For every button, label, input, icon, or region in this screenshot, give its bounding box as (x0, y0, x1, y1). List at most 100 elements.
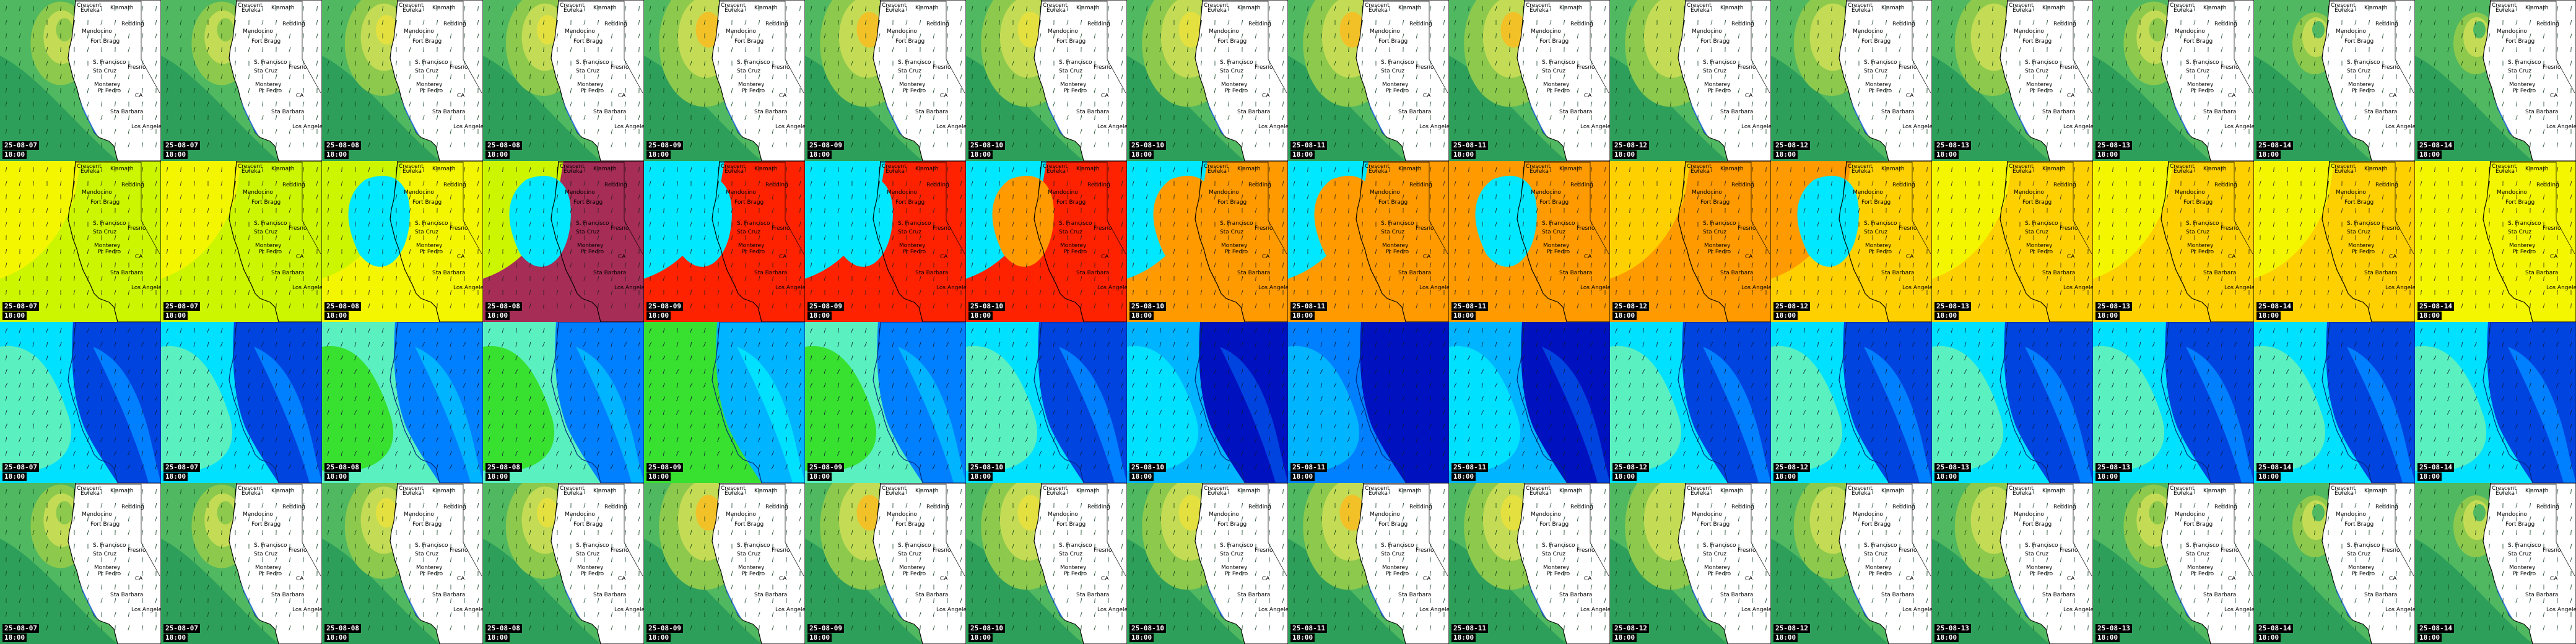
wind-arrow (1495, 263, 1497, 268)
wind-arrow (1214, 88, 1216, 93)
temperature-map-frame: Crescent Eureka Klamath Mendocino Redding For… (966, 161, 1127, 322)
wind-arrow (1294, 128, 1295, 134)
wind-arrow (837, 290, 840, 295)
wind-arrow (2273, 276, 2275, 281)
wind-arrow (194, 60, 195, 66)
city-label: Pt Pedro (1708, 249, 1731, 255)
city-label: CA (1101, 254, 1109, 260)
wind-arrow (2543, 47, 2545, 52)
wind-arrow (1025, 61, 1028, 66)
wind-arrow (2152, 61, 2155, 66)
wind-arrow (1227, 276, 1230, 281)
field-peak (856, 12, 882, 48)
city-label: Redding (2053, 21, 2076, 27)
wind-arrow (248, 74, 250, 80)
wind-arrow (2300, 128, 2302, 134)
wind-arrow (2152, 276, 2155, 281)
wind-arrow (1710, 167, 1713, 172)
wind-arrow (450, 47, 452, 52)
wind-arrow (837, 33, 840, 38)
wind-arrow (261, 6, 264, 11)
wind-arrow (2073, 167, 2076, 172)
state-border (2330, 1, 2414, 94)
wind-arrow (341, 20, 343, 25)
wind-arrow (1495, 33, 1497, 39)
wind-arrow (2074, 128, 2075, 134)
wind-arrow (744, 181, 747, 186)
wind-arrow (1656, 102, 1658, 107)
wind-arrow (583, 20, 586, 25)
wind-arrow (1080, 276, 1082, 281)
wind-arrow (261, 303, 264, 308)
wind-arrow (1495, 167, 1497, 172)
city-label: CA (457, 93, 465, 99)
city-label: Sta Barbara (2364, 270, 2398, 276)
wind-arrow (851, 33, 853, 39)
wind-arrow (436, 129, 438, 134)
city-label: Crescent (721, 2, 746, 9)
wind-arrow (248, 115, 250, 121)
wind-arrow (515, 88, 518, 93)
wind-arrow (2556, 142, 2559, 147)
wind-arrow (1159, 129, 1162, 134)
city-label: Fort Bragg (1539, 38, 1569, 45)
wind-arrow (2180, 142, 2182, 147)
wind-arrow (1817, 47, 1819, 52)
city-label: Sta Cruz (1542, 229, 1566, 235)
wind-arrow (488, 6, 490, 11)
city-label: CA (1423, 93, 1431, 99)
city-label: Sta Barbara (754, 109, 788, 115)
wind-arrow (1803, 129, 1806, 134)
wind-arrow (368, 6, 370, 11)
wind-arrow (395, 74, 398, 79)
wind-arrow (1776, 263, 1778, 268)
wind-arrow (2234, 102, 2237, 107)
wind-arrow (1926, 115, 1928, 120)
wind-arrow (1926, 33, 1928, 38)
wind-arrow (19, 194, 21, 199)
city-label: Eureka (1368, 168, 1388, 175)
wind-arrow (477, 6, 479, 12)
city-label: Redding (2375, 21, 2398, 27)
wind-arrow (2180, 167, 2182, 172)
wind-arrow (1375, 249, 1377, 254)
frame-date-badge: 25-08-10 (1129, 141, 1166, 150)
wind-arrow (207, 33, 209, 39)
wind-arrow (477, 181, 479, 186)
frame-time-badge: 18:00 (1773, 311, 1798, 320)
city-label: Eureka (242, 7, 261, 14)
wind-arrow (1629, 74, 1631, 79)
wind-arrow (731, 47, 733, 52)
city-label: Crescent (721, 163, 746, 170)
wind-arrow (1886, 101, 1887, 107)
wind-arrow (1656, 33, 1658, 39)
wind-arrow (477, 115, 479, 120)
wind-arrow (2153, 6, 2154, 12)
wind-arrow (1577, 88, 1579, 93)
wind-arrow (1804, 221, 1805, 227)
wind-arrow (1107, 142, 1110, 147)
wind-arrow (381, 276, 384, 281)
wind-arrow (2515, 303, 2518, 308)
wind-arrow (464, 128, 465, 134)
wind-arrow (166, 6, 168, 11)
city-label: Eureka (1368, 7, 1388, 14)
wind-arrow (1094, 33, 1096, 38)
frame-time-badge: 18:00 (646, 150, 671, 159)
wind-arrow (1656, 142, 1658, 147)
wind-arrow (142, 289, 143, 295)
wind-arrow (1455, 33, 1456, 39)
state-border (398, 162, 482, 255)
wind-arrow (2180, 102, 2182, 107)
wind-arrow (638, 46, 640, 53)
wind-arrow (1282, 6, 1284, 12)
city-label: CA (1906, 93, 1914, 99)
wind-arrow (2474, 263, 2477, 268)
wind-arrow (2273, 222, 2275, 227)
land-mass (389, 161, 483, 322)
wind-arrow (328, 194, 329, 200)
wind-arrow (611, 303, 613, 308)
wind-arrow (46, 208, 48, 213)
wind-arrow (488, 102, 490, 107)
wind-arrow (2112, 235, 2114, 240)
